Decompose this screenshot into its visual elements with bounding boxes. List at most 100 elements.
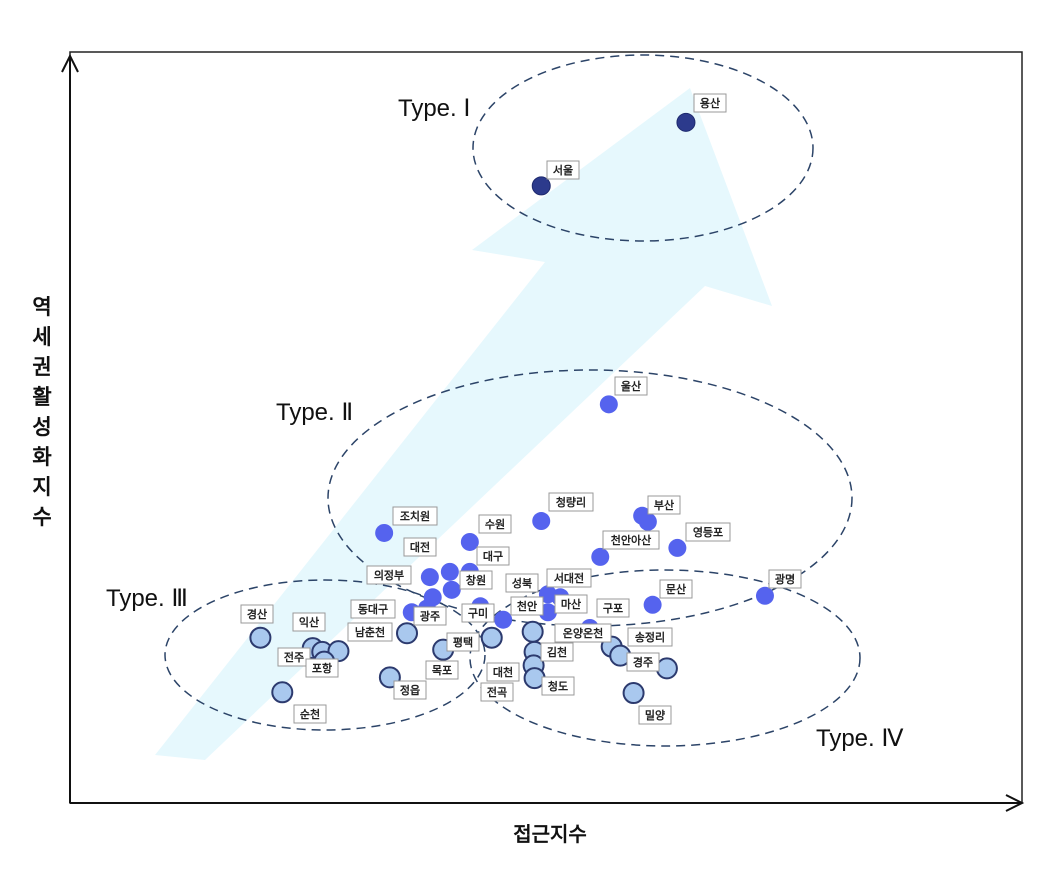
- station-label: 정읍: [400, 683, 420, 697]
- station-label: 목포: [432, 664, 452, 677]
- station-label-box: [476, 546, 510, 566]
- station-label: 대구: [483, 549, 503, 563]
- station-label-box: [350, 599, 396, 619]
- station-point: [591, 547, 610, 566]
- station-point: [442, 580, 461, 599]
- station-label: 조치원: [400, 509, 430, 523]
- station-label-box: [486, 662, 520, 682]
- station-label-box: [277, 647, 311, 667]
- station-label: 김천: [547, 645, 567, 659]
- type-4-ellipse: [469, 569, 861, 747]
- station-label-box: [393, 680, 427, 700]
- station-label: 경주: [633, 655, 653, 669]
- station-label: 포항: [312, 661, 332, 675]
- station-label: 서대전: [554, 571, 584, 585]
- station-label: 남춘천: [355, 625, 385, 639]
- station-label: 용산: [700, 96, 720, 110]
- station-label-box: [554, 623, 612, 643]
- station-label-box: [541, 676, 575, 696]
- station-label: 마산: [561, 597, 581, 611]
- type-3-ellipse: [164, 579, 486, 731]
- station-label: 의정부: [374, 568, 404, 582]
- station-label-box: [602, 530, 660, 550]
- station-point: [622, 682, 645, 705]
- station-point: [643, 595, 662, 614]
- station-label-box: [478, 514, 512, 534]
- station-label-box: [626, 652, 660, 672]
- station-label-box: [546, 568, 592, 588]
- station-label-box: [627, 627, 673, 647]
- station-label: 수원: [485, 517, 505, 531]
- station-label: 부산: [654, 498, 674, 512]
- station-label-box: [614, 376, 648, 396]
- station-label: 경산: [247, 607, 267, 621]
- station-label-box: [546, 160, 580, 180]
- station-point: [396, 622, 419, 645]
- type-4-label: Type. Ⅳ: [816, 725, 904, 752]
- station-point: [375, 523, 394, 542]
- station-point: [668, 538, 687, 557]
- station-point: [440, 562, 459, 581]
- station-point: [638, 512, 657, 531]
- station-label-box: [293, 704, 327, 724]
- station-label-box: [510, 596, 544, 616]
- x-axis-arrow-icon: [1005, 794, 1025, 812]
- station-label: 밀양: [645, 708, 665, 722]
- x-axis-label: 접근지수: [513, 822, 587, 846]
- station-point: [249, 626, 272, 649]
- station-label: 순천: [300, 707, 320, 721]
- station-label-box: [768, 569, 802, 589]
- station-point: [494, 610, 513, 629]
- trend-arrow: [155, 88, 772, 760]
- station-label-box: [292, 612, 326, 632]
- station-label: 창원: [466, 573, 486, 587]
- station-label-box: [596, 598, 630, 618]
- station-label: 성북: [512, 576, 532, 590]
- station-label: 영등포: [693, 526, 723, 539]
- station-point: [531, 176, 551, 196]
- station-point: [599, 395, 618, 414]
- station-label: 송정리: [635, 630, 665, 644]
- station-label-box: [693, 93, 727, 113]
- station-label-box: [392, 506, 438, 526]
- station-point: [420, 568, 439, 587]
- station-label-box: [366, 565, 412, 585]
- station-label-box: [459, 570, 493, 590]
- station-label: 대천: [493, 665, 513, 679]
- station-label-box: [425, 660, 459, 680]
- station-label-box: [347, 622, 393, 642]
- type-1-label: Type. Ⅰ: [398, 95, 470, 122]
- station-label-box: [685, 522, 731, 542]
- station-label: 천안: [517, 599, 537, 613]
- station-point: [460, 532, 479, 551]
- station-label-box: [554, 594, 588, 614]
- station-label: 울산: [621, 379, 641, 393]
- station-label: 대전: [410, 540, 430, 554]
- station-label: 청도: [548, 679, 568, 693]
- station-label-box: [480, 682, 514, 702]
- type-2-label: Type. Ⅱ: [276, 399, 353, 426]
- station-label: 천안아산: [611, 533, 651, 547]
- station-label: 전주: [284, 650, 304, 664]
- station-label-box: [638, 705, 672, 725]
- station-point: [521, 620, 544, 643]
- station-point: [755, 586, 774, 605]
- station-label-box: [647, 495, 681, 515]
- station-label-box: [548, 492, 594, 512]
- station-label: 광주: [420, 610, 440, 623]
- station-label-box: [413, 606, 447, 626]
- y-axis-arrow-icon: [61, 53, 79, 73]
- station-label-box: [240, 604, 274, 624]
- station-label-box: [461, 603, 495, 623]
- station-label: 평택: [453, 635, 473, 649]
- y-axis-label: 역세권활성화지수: [32, 295, 52, 529]
- station-point: [655, 657, 678, 680]
- station-label: 온양온천: [563, 626, 603, 640]
- station-label-box: [659, 579, 693, 599]
- station-label: 문산: [666, 582, 686, 596]
- station-label: 서울: [553, 163, 573, 177]
- station-point: [480, 626, 503, 649]
- station-label: 동대구: [358, 602, 388, 616]
- station-label: 전곡: [487, 685, 507, 699]
